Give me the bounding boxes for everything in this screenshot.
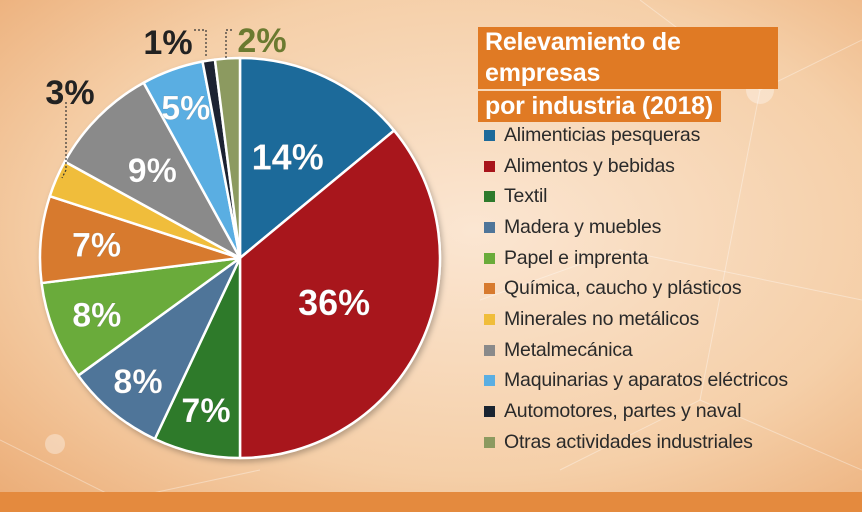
pie-slice-metalmecanica xyxy=(63,81,242,260)
chart-title: Relevamiento de empresas por industria (… xyxy=(478,27,778,124)
legend-item-papel-e-imprenta: Papel e imprenta xyxy=(484,243,788,274)
slice-label-otras-actividades-industriales: 2% xyxy=(237,22,286,60)
legend-label: Metalmecánica xyxy=(504,338,633,361)
leader-lines xyxy=(61,29,232,179)
chart-title-line-2: por industria (2018) xyxy=(478,91,721,122)
legend-label: Alimentos y bebidas xyxy=(504,154,675,177)
slice-label-automotores-partes-y-naval: 1% xyxy=(143,24,192,62)
legend-label: Alimenticias pesqueras xyxy=(504,123,701,146)
legend-label: Maquinarias y aparatos eléctricos xyxy=(504,369,788,392)
legend-item-quimica-caucho-y-plasticos: Química, caucho y plásticos xyxy=(484,273,788,304)
legend-label: Madera y muebles xyxy=(504,215,662,238)
leader-line-minerales-no-metalicos xyxy=(61,102,67,179)
legend-item-alimentos-y-bebidas: Alimentos y bebidas xyxy=(484,151,788,182)
legend-item-alimenticias-pesqueras: Alimenticias pesqueras xyxy=(484,120,788,151)
leader-line-otras-actividades-industriales xyxy=(225,29,232,58)
legend-label: Textil xyxy=(504,185,548,208)
pie-slice-alimentos-y-bebidas xyxy=(238,129,442,460)
slice-label-papel-e-imprenta: 8% xyxy=(72,297,121,335)
legend-label: Otras actividades industriales xyxy=(504,430,753,453)
legend-swatch xyxy=(484,283,495,295)
legend-swatch xyxy=(484,344,495,356)
legend-label: Química, caucho y plásticos xyxy=(504,277,742,300)
pie-slices xyxy=(38,56,442,460)
legend-item-maquinarias-y-aparatos-electricos: Maquinarias y aparatos eléctricos xyxy=(484,366,788,397)
slice-label-minerales-no-metalicos: 3% xyxy=(45,74,94,112)
legend-swatch xyxy=(484,252,495,264)
pie-slice-otras-actividades-industriales xyxy=(213,56,242,260)
pie-slice-alimenticias-pesqueras xyxy=(238,56,396,260)
legend: Alimenticias pesqueras Alimentos y bebida… xyxy=(484,120,788,458)
pie-slice-madera-y-muebles xyxy=(76,256,242,441)
legend-item-madera-y-muebles: Madera y muebles xyxy=(484,212,788,243)
slice-labels: 14% 36% 7% 8% 8% 7% 3% 9% 5% 1% 2% xyxy=(45,22,370,431)
legend-item-minerales-no-metalicos: Minerales no metálicos xyxy=(484,304,788,335)
slice-label-alimenticias-pesqueras: 14% xyxy=(252,136,324,177)
legend-item-metalmecanica: Metalmecánica xyxy=(484,335,788,366)
slice-label-maquinarias-y-aparatos-electricos: 5% xyxy=(161,89,210,127)
legend-item-otras-actividades-industriales: Otras actividades industriales xyxy=(484,427,788,458)
slice-label-quimica-caucho-y-plasticos: 7% xyxy=(72,226,121,264)
legend-swatch xyxy=(484,221,495,233)
chart-title-line-1: Relevamiento de empresas xyxy=(478,27,778,89)
legend-swatch xyxy=(484,191,495,203)
legend-swatch xyxy=(484,313,495,325)
legend-swatch xyxy=(484,436,495,448)
legend-item-automotores-partes-y-naval: Automotores, partes y naval xyxy=(484,396,788,427)
legend-swatch xyxy=(484,375,495,387)
legend-swatch xyxy=(484,160,495,172)
slice-label-metalmecanica: 9% xyxy=(128,152,177,190)
slice-label-alimentos-y-bebidas: 36% xyxy=(298,282,370,323)
slice-label-madera-y-muebles: 8% xyxy=(113,363,162,401)
legend-swatch xyxy=(484,406,495,418)
slice-label-textil: 7% xyxy=(181,392,230,430)
legend-swatch xyxy=(484,129,495,141)
leader-line-automotores-partes-y-naval xyxy=(194,29,207,58)
legend-label: Papel e imprenta xyxy=(504,246,649,269)
legend-label: Automotores, partes y naval xyxy=(504,400,742,423)
legend-label: Minerales no metálicos xyxy=(504,307,700,330)
legend-item-textil: Textil xyxy=(484,181,788,212)
pie-slice-papel-e-imprenta xyxy=(40,256,242,377)
